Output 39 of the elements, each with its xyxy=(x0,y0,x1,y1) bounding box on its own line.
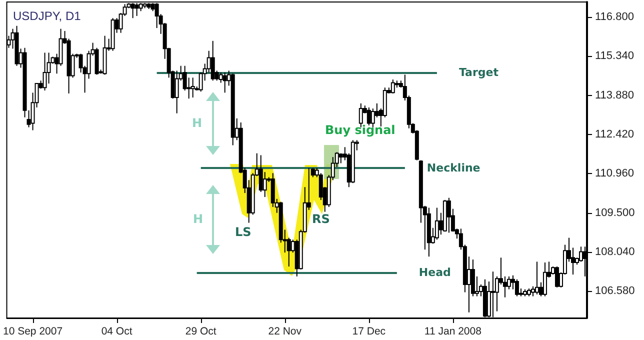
candlestick xyxy=(530,286,535,297)
candlestick xyxy=(262,172,267,198)
y-tick-label: 112.420 xyxy=(595,128,634,141)
y-tick-label: 113.880 xyxy=(595,89,634,102)
candlestick xyxy=(446,197,451,234)
candlestick xyxy=(366,106,371,126)
candlestick xyxy=(390,79,395,94)
candlestick xyxy=(222,72,227,94)
y-tick-label: 109.500 xyxy=(595,206,635,219)
candlestick xyxy=(210,40,215,82)
candlestick xyxy=(534,261,539,295)
y-tick-label: 108.040 xyxy=(595,246,635,258)
candlestick xyxy=(94,47,99,76)
x-tick-label: 11 Jan 2008 xyxy=(424,326,482,338)
y-tick-label: 115.340 xyxy=(595,50,634,62)
candlestick xyxy=(514,278,519,297)
y-tick-label: 106.580 xyxy=(595,285,635,298)
candlestick xyxy=(434,207,439,240)
ref-line-label: Target xyxy=(458,66,498,79)
y-tick-label: 110.960 xyxy=(595,168,634,180)
x-tick-label: 10 Sep 2007 xyxy=(2,326,63,338)
candlestick xyxy=(554,266,559,288)
text: USDJPY, D1 xyxy=(13,9,82,23)
candlestick xyxy=(42,52,47,92)
x-tick-label: 04 Oct xyxy=(101,326,132,338)
y-tick-label: 116.800 xyxy=(595,11,634,24)
annotation: H xyxy=(192,116,202,130)
candlestick xyxy=(174,70,179,114)
annotation: RS xyxy=(312,212,330,226)
annotation: H xyxy=(193,212,204,226)
candlestick xyxy=(542,262,547,297)
x-tick-label: 17 Dec xyxy=(352,326,386,338)
x-tick-label: 22 Nov xyxy=(268,326,302,338)
ref-line-label: Neckline xyxy=(426,161,480,174)
ref-line-label: Head xyxy=(418,266,451,279)
x-tick-label: 29 Oct xyxy=(185,326,216,338)
annotation: LS xyxy=(235,225,252,239)
annotation: Buy signal xyxy=(325,123,396,137)
candlestick xyxy=(190,77,195,98)
